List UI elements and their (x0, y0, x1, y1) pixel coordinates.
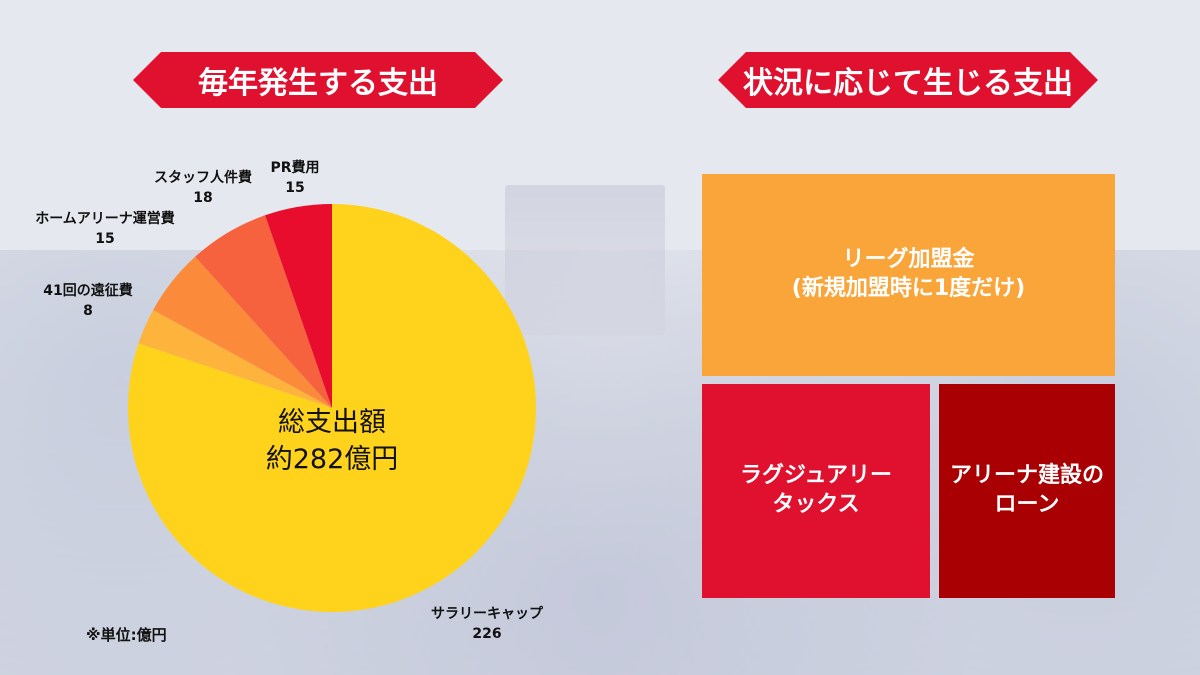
pie-value-staff-payroll: 18 (193, 190, 212, 206)
pie-center-label-line2: 約282億円 (266, 444, 399, 475)
luxury-tax-box: ラグジュアリー タックス (702, 384, 930, 598)
pie-slice-away-travel (138, 309, 332, 408)
arena-loan-line1: アリーナ建設の (949, 463, 1104, 489)
pie-value-pr-expense: 15 (285, 180, 304, 196)
luxury-tax-line1: ラグジュアリー (739, 463, 893, 489)
luxury-tax-line2: タックス (772, 492, 860, 517)
pie-slice-home-arena-ops (153, 256, 332, 408)
pie-label-home-arena-ops: ホームアリーナ運営費 (35, 210, 175, 227)
pie-label-staff-payroll: スタッフ人件費 (154, 169, 252, 186)
unit-note: ※単位:億円 (86, 626, 167, 644)
pie-center-label-line1: 総支出額 (278, 407, 386, 438)
pie-value-away-travel: 8 (83, 303, 93, 319)
arena-loan-line2: ローン (994, 492, 1060, 517)
annual-expenses-banner: 毎年発生する支出 (133, 52, 503, 108)
pie-label-pr-expense: PR費用 (270, 159, 319, 176)
pie-label-away-travel: 41回の遠征費 (43, 282, 132, 299)
arena-loan-box: アリーナ建設の ローン (939, 384, 1115, 598)
pie-slice-pr-expense (265, 204, 332, 408)
situational-expenses-banner: 状況に応じて生じる支出 (718, 52, 1098, 108)
pie-value-home-arena-ops: 15 (95, 231, 114, 247)
pie-slice-staff-payroll (195, 215, 332, 408)
pie-label-salary-cap: サラリーキャップ (431, 606, 544, 622)
pie-labels: サラリーキャップ 226 41回の遠征費 8 ホームアリーナ運営費 15 スタッフ人件費 18… (35, 159, 544, 642)
league-fee-line2: (新規加盟時に1度だけ) (791, 276, 1026, 301)
pie-slices (128, 204, 536, 613)
pie-value-salary-cap: 226 (472, 626, 501, 642)
league-fee-box: リーグ加盟金 (新規加盟時に1度だけ) (702, 174, 1115, 376)
pie-slice-salary-cap (128, 204, 536, 613)
league-fee-line1: リーグ加盟金 (842, 247, 975, 273)
